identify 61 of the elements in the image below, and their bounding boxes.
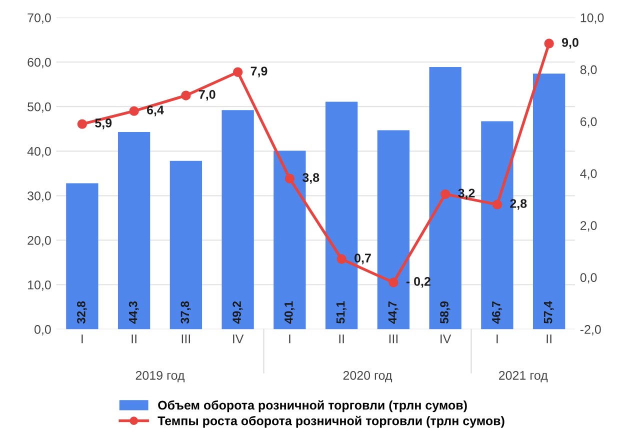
point [544, 38, 554, 48]
data-label: 57,4 [544, 300, 554, 324]
bar [532, 74, 566, 330]
point [129, 106, 139, 116]
y-tick-label: 20,0 [28, 236, 51, 246]
y-tick-label: 10,0 [28, 280, 51, 291]
data-label: 49,2 [232, 301, 243, 324]
y-tick-label: 60,0 [28, 58, 51, 68]
data-label: 51,1 [336, 301, 346, 324]
data-label: 46,7 [492, 301, 502, 324]
y2-tick-label: 0,0 [580, 273, 597, 284]
data-label: 7,9 [250, 66, 268, 78]
y-tick-label: 70,0 [28, 13, 51, 24]
data-label: 37,8 [180, 301, 191, 324]
point [440, 189, 450, 200]
y2-tick-label: 4,0 [580, 169, 597, 180]
legend-label: Объем оборота розничной торговли (трлн сумов) [158, 400, 467, 412]
legend-label: Темпы роста оборота розничной торговли (трлн сумов) [158, 416, 504, 428]
y-tick-label: 50,0 [28, 102, 51, 113]
y2-tick-label: 10,0 [580, 13, 604, 24]
y2-tick-label: 8,0 [580, 65, 597, 76]
point [388, 278, 398, 288]
x-tick-label: III [389, 334, 398, 344]
point [492, 200, 502, 210]
y2-tick-label: -2,0 [580, 325, 601, 336]
point [181, 90, 191, 100]
data-label: 40,1 [284, 301, 295, 324]
x-tick-label: IV [233, 334, 244, 344]
bar [66, 183, 98, 330]
point [284, 174, 295, 184]
data-label: 6,4 [147, 106, 164, 116]
x-tick-label: I [496, 334, 498, 344]
data-label: 32,8 [76, 301, 88, 324]
y-tick-label: 30,0 [28, 191, 51, 202]
x-tick-label: III [182, 334, 190, 344]
text: 2021 год [498, 370, 548, 382]
x-tick-label: II [339, 334, 344, 344]
y-tick-label: 0,0 [34, 325, 51, 336]
point [77, 119, 88, 129]
data-label: 44,7 [388, 301, 398, 324]
x-tick-label: II [546, 334, 552, 344]
y2-tick-label: 6,0 [580, 117, 597, 128]
x-tick-label: I [82, 334, 83, 344]
data-label: 5,9 [95, 118, 112, 130]
bar [377, 130, 410, 330]
x-tick-label: II [132, 334, 136, 344]
point [232, 67, 243, 77]
y-tick-label: 40,0 [27, 146, 51, 158]
bar [170, 160, 202, 330]
point [336, 254, 346, 264]
bar [118, 132, 150, 330]
bar [222, 110, 254, 330]
text: 2020 год [343, 370, 392, 382]
data-label: 7,0 [198, 90, 216, 101]
text: 2019 год [136, 370, 185, 382]
x-tick-label: IV [440, 334, 452, 344]
x-tick-label: I [289, 334, 290, 344]
data-label: 44,3 [128, 301, 139, 324]
data-label: 58,9 [440, 301, 450, 324]
y2-tick-label: 2,0 [580, 221, 597, 232]
data-label: 9,0 [562, 38, 578, 49]
